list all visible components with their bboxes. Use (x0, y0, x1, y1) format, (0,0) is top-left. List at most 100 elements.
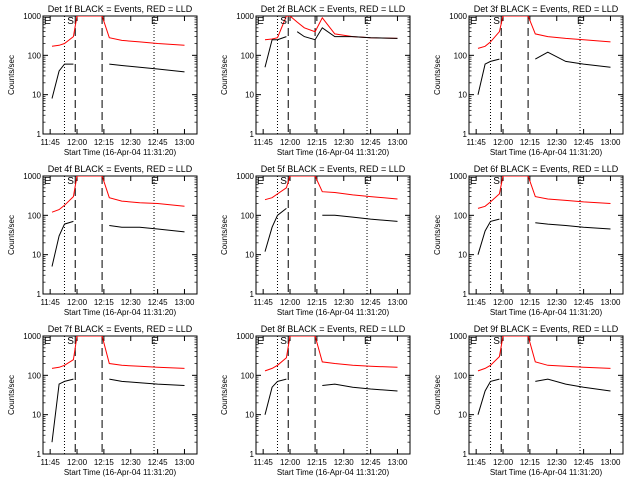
end-marker-label: E (470, 16, 477, 27)
x-axis-label: Start Time (16-Apr-04 11:31:20) (277, 468, 390, 477)
panel-title: Det 2f BLACK = Events, RED = LLD (261, 4, 406, 14)
plot-frame (468, 175, 624, 295)
y-tick-label: 10 (32, 411, 41, 420)
panel-title: Det 9f BLACK = Events, RED = LLD (474, 324, 619, 334)
end-marker-label: E (364, 176, 371, 187)
end-marker-label: E (470, 176, 477, 187)
x-tick-label: 11:45 (466, 458, 486, 467)
start-marker-label: S (280, 176, 287, 187)
x-axis-label: Start Time (16-Apr-04 11:31:20) (64, 148, 177, 157)
panel-det-2: Det 2f BLACK = Events, RED = LLD 1 10 100 10… (220, 4, 411, 157)
end-marker-label: E (151, 176, 158, 187)
x-tick-label: 12:15 (307, 138, 328, 147)
end-marker-label: E (577, 176, 584, 187)
y-tick-label: 100 (28, 51, 42, 60)
x-tick-label: 13:00 (174, 298, 195, 307)
y-axis-label: Counts/sec (433, 375, 442, 415)
end-marker-label: E (470, 336, 477, 347)
plot-frame (255, 175, 411, 295)
end-marker-label: E (257, 16, 264, 27)
x-tick-label: 12:15 (520, 298, 541, 307)
y-tick-label: 1 (463, 450, 468, 459)
x-tick-label: 12:15 (94, 298, 115, 307)
series-line-lld (51, 176, 185, 213)
plot-frame (42, 335, 198, 455)
end-marker-label: E (577, 16, 584, 27)
x-tick-label: 12:30 (334, 138, 355, 147)
x-tick-label: 13:00 (387, 298, 408, 307)
x-axis-label: Start Time (16-Apr-04 11:31:20) (277, 148, 390, 157)
y-axis-label: Counts/sec (7, 215, 16, 255)
y-tick-label: 10 (32, 251, 41, 260)
x-tick-label: 12:00 (280, 298, 301, 307)
series-line-lld (477, 336, 611, 372)
x-tick-label: 12:45 (148, 138, 169, 147)
y-axis-label: Counts/sec (220, 215, 229, 255)
x-tick-label: 11:45 (40, 458, 60, 467)
x-axis-label: Start Time (16-Apr-04 11:31:20) (490, 308, 603, 317)
y-tick-label: 1 (37, 290, 42, 299)
x-tick-label: 12:45 (361, 458, 382, 467)
y-tick-label: 100 (454, 51, 468, 60)
x-tick-label: 12:15 (307, 458, 328, 467)
x-tick-label: 11:45 (253, 298, 273, 307)
x-axis-label: Start Time (16-Apr-04 11:31:20) (64, 468, 177, 477)
x-tick-label: 12:45 (574, 298, 595, 307)
x-tick-label: 12:15 (94, 458, 115, 467)
plot-frame (42, 175, 198, 295)
end-marker-label: E (151, 336, 158, 347)
series-line-events (51, 378, 185, 443)
y-tick-label: 100 (28, 371, 42, 380)
series-line-events (477, 378, 611, 415)
y-tick-label: 100 (454, 211, 468, 220)
y-tick-label: 1 (37, 450, 42, 459)
x-tick-label: 12:45 (148, 298, 169, 307)
x-tick-label: 13:00 (387, 138, 408, 147)
x-tick-label: 12:15 (307, 298, 328, 307)
y-axis-label: Counts/sec (220, 55, 229, 95)
panel-title: Det 3f BLACK = Events, RED = LLD (474, 4, 619, 14)
end-marker-label: E (364, 336, 371, 347)
end-marker-label: E (257, 336, 264, 347)
end-marker-label: E (44, 16, 51, 27)
x-tick-label: 13:00 (174, 458, 195, 467)
y-tick-label: 1 (37, 130, 42, 139)
series-line-events (477, 51, 611, 95)
series-line-events (264, 27, 398, 68)
y-tick-label: 1000 (236, 332, 254, 341)
x-axis-label: Start Time (16-Apr-04 11:31:20) (490, 468, 603, 477)
y-tick-label: 1000 (449, 332, 467, 341)
plot-frame (468, 15, 624, 135)
series-line-lld (264, 336, 398, 372)
y-tick-label: 1 (250, 290, 255, 299)
plot-frame (255, 15, 411, 135)
y-tick-label: 10 (458, 91, 467, 100)
x-tick-label: 12:45 (574, 458, 595, 467)
panel-det-3: Det 3f BLACK = Events, RED = LLD 1 10 100 10… (433, 4, 624, 157)
x-tick-label: 12:00 (280, 458, 301, 467)
x-tick-label: 12:30 (547, 138, 568, 147)
y-tick-label: 10 (458, 411, 467, 420)
panel-title: Det 1f BLACK = Events, RED = LLD (48, 4, 193, 14)
y-axis-label: Counts/sec (7, 55, 16, 95)
panel-title: Det 8f BLACK = Events, RED = LLD (261, 324, 406, 334)
x-tick-label: 12:00 (67, 138, 88, 147)
y-axis-label: Counts/sec (220, 375, 229, 415)
x-tick-label: 12:00 (67, 458, 88, 467)
panel-det-9: Det 9f BLACK = Events, RED = LLD 1 10 100 10… (433, 324, 624, 477)
series-line-events (51, 220, 185, 267)
end-marker-label: E (44, 176, 51, 187)
plot-frame (468, 335, 624, 455)
panel-det-6: Det 6f BLACK = Events, RED = LLD 1 10 100 10… (433, 164, 624, 317)
y-tick-label: 10 (458, 251, 467, 260)
x-tick-label: 13:00 (174, 138, 195, 147)
series-line-lld (51, 336, 185, 369)
x-tick-label: 13:00 (600, 458, 621, 467)
y-tick-label: 100 (241, 211, 255, 220)
x-tick-label: 11:45 (253, 458, 273, 467)
x-tick-label: 11:45 (253, 138, 273, 147)
y-tick-label: 1000 (236, 12, 254, 21)
x-tick-label: 12:30 (547, 298, 568, 307)
start-marker-label: S (67, 16, 74, 27)
series-line-events (264, 378, 398, 415)
